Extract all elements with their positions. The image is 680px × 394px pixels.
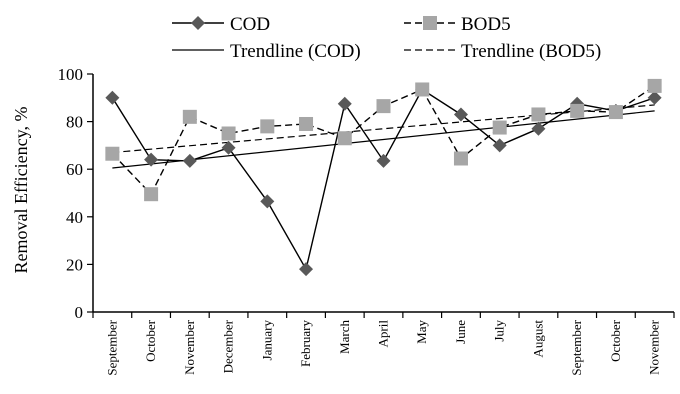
data-point-bod5 <box>609 105 623 119</box>
data-point-bod5 <box>377 99 391 113</box>
data-point-cod <box>183 154 197 168</box>
y-tick-label: 80 <box>66 113 83 132</box>
x-tick-label: April <box>376 320 391 348</box>
data-point-bod5 <box>299 117 313 131</box>
x-tick-label: September <box>569 319 584 375</box>
y-tick-label: 100 <box>58 65 84 84</box>
data-point-bod5 <box>105 147 119 161</box>
legend-trend-cod-label: Trendline (COD) <box>230 41 361 62</box>
data-point-cod <box>105 91 119 105</box>
y-tick-label: 40 <box>66 208 83 227</box>
x-tick-label: October <box>143 319 158 362</box>
legend-trend-bod5-label: Trendline (BOD5) <box>461 41 601 62</box>
data-point-bod5 <box>493 121 507 135</box>
y-axis-title: Removal Efficiency, % <box>11 107 31 274</box>
series-markers <box>105 79 661 276</box>
legend: COD BOD5 Trendline (COD) Trendline (BOD5… <box>172 14 601 62</box>
x-tick-label: August <box>530 320 545 358</box>
legend-cod-label: COD <box>230 14 270 35</box>
y-tick-label: 60 <box>66 160 83 179</box>
data-point-bod5 <box>222 127 236 141</box>
x-tick-label: October <box>608 319 623 362</box>
x-tick-label: June <box>453 320 468 344</box>
data-point-cod <box>338 97 352 111</box>
legend-bod5-label: BOD5 <box>461 14 511 35</box>
data-point-bod5 <box>183 110 197 124</box>
x-tick-label: November <box>647 319 662 375</box>
data-point-bod5 <box>415 82 429 96</box>
legend-bod5-marker <box>423 16 437 30</box>
x-tick-label: February <box>298 320 313 367</box>
x-ticks: September October November December January F… <box>93 312 674 376</box>
data-point-bod5 <box>570 104 584 118</box>
data-point-bod5 <box>648 79 662 93</box>
x-tick-label: January <box>259 320 274 361</box>
y-ticks: 0 20 40 60 80 100 <box>58 65 94 322</box>
data-point-bod5 <box>338 131 352 145</box>
data-point-cod <box>493 138 507 152</box>
data-point-bod5 <box>144 187 158 201</box>
x-tick-label: December <box>221 319 236 373</box>
x-tick-label: May <box>414 320 429 344</box>
data-point-cod <box>299 262 313 276</box>
data-point-bod5 <box>531 107 545 121</box>
y-tick-label: 20 <box>66 255 83 274</box>
data-point-bod5 <box>260 119 274 133</box>
y-tick-label: 0 <box>75 303 84 322</box>
data-point-cod <box>260 194 274 208</box>
legend-cod-marker <box>191 16 205 30</box>
data-point-cod <box>377 154 391 168</box>
data-point-cod <box>454 107 468 121</box>
x-tick-label: March <box>337 320 352 354</box>
x-tick-label: September <box>104 319 119 375</box>
data-point-bod5 <box>454 151 468 165</box>
x-tick-label: July <box>492 320 507 342</box>
x-tick-label: November <box>182 319 197 375</box>
